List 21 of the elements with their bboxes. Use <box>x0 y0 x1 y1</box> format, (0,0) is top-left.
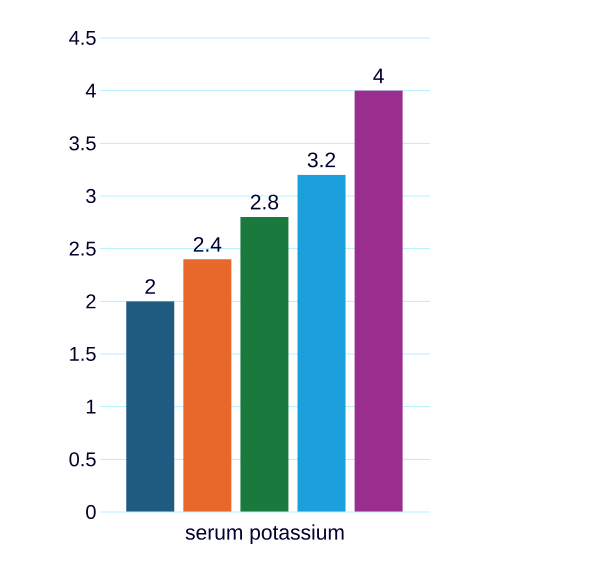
y-tick-label: 2.5 <box>70 242 96 256</box>
y-tick-label: 0.5 <box>69 452 96 466</box>
bar <box>354 90 403 512</box>
bar <box>126 301 174 512</box>
data-label: 2 <box>145 279 156 294</box>
bar <box>240 217 288 512</box>
y-tick-label: 4 <box>86 84 96 98</box>
y-tick-label: 3.5 <box>69 136 96 150</box>
y-tick-label: 4.5 <box>69 31 96 45</box>
data-label: 3.2 <box>308 152 336 168</box>
bar <box>298 174 346 512</box>
bar <box>183 259 232 512</box>
y-tick-label: 1.5 <box>70 347 96 361</box>
data-label: 2.4 <box>194 236 222 252</box>
x-axis-title: serum potassium <box>186 524 344 544</box>
y-tick-label: 2 <box>86 294 96 308</box>
y-tick-label: 0 <box>86 504 96 520</box>
y-tick-label: 1 <box>86 400 96 414</box>
data-label: 4 <box>373 68 384 84</box>
data-label: 2.8 <box>250 194 278 210</box>
y-tick-label: 3 <box>86 188 96 204</box>
